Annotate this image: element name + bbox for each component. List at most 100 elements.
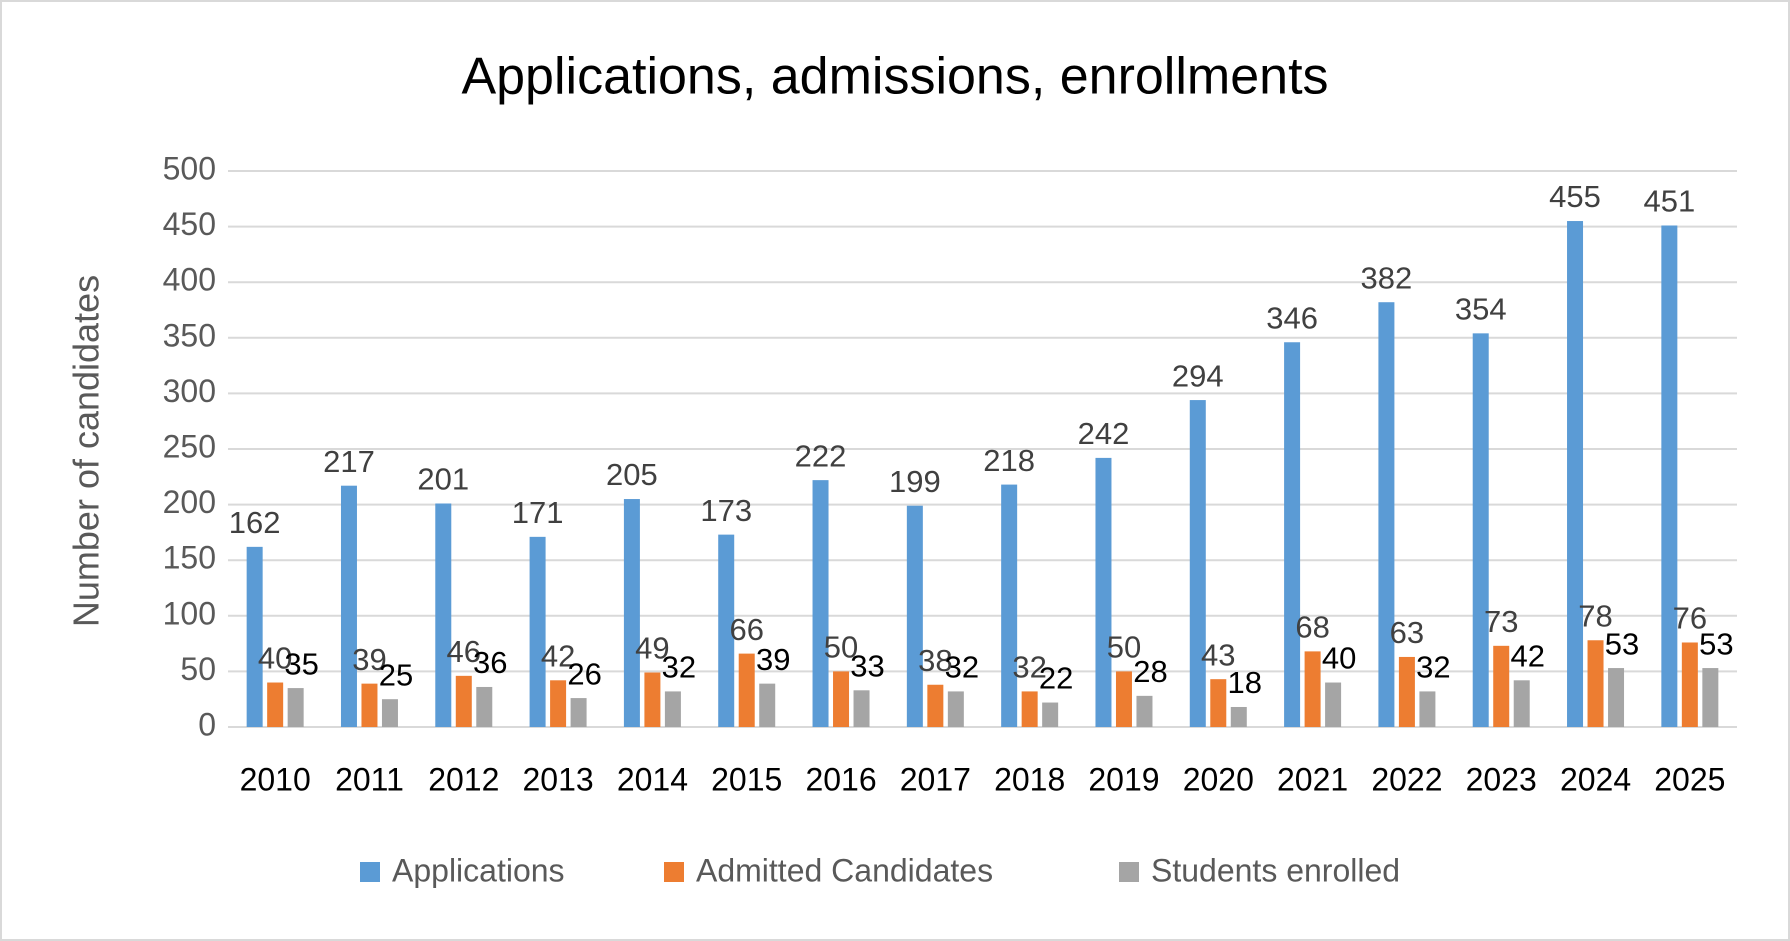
x-tick-label: 2025 xyxy=(1654,761,1725,797)
x-tick-label: 2010 xyxy=(240,761,311,797)
x-tick-label: 2016 xyxy=(805,761,876,797)
data-label: 222 xyxy=(795,438,847,473)
bar xyxy=(455,675,472,727)
bar xyxy=(1398,656,1415,727)
bar xyxy=(1115,671,1132,727)
y-tick-label: 300 xyxy=(163,373,216,409)
data-label: 49 xyxy=(635,631,669,666)
data-label: 43 xyxy=(1201,637,1235,672)
y-axis-title: Number of candidates xyxy=(66,275,107,627)
data-label: 35 xyxy=(284,646,318,681)
x-tick-label: 2019 xyxy=(1088,761,1159,797)
x-tick-label: 2018 xyxy=(994,761,1065,797)
data-label: 32 xyxy=(945,650,979,685)
x-tick-label: 2021 xyxy=(1277,761,1348,797)
data-label: 205 xyxy=(606,457,658,492)
bar xyxy=(1284,342,1301,727)
bar xyxy=(1325,682,1342,727)
bar xyxy=(738,653,755,727)
legend-swatch xyxy=(664,862,684,882)
data-label: 42 xyxy=(541,638,575,673)
data-label: 46 xyxy=(447,634,481,669)
bar xyxy=(1587,640,1604,727)
x-tick-label: 2013 xyxy=(523,761,594,797)
legend-swatch xyxy=(360,862,380,882)
bar xyxy=(1493,645,1510,727)
data-label: 25 xyxy=(379,657,413,692)
bar xyxy=(623,499,640,727)
bar xyxy=(1136,695,1153,727)
legend-swatch xyxy=(1119,862,1139,882)
chart-title: Applications, admissions, enrollments xyxy=(461,48,1328,106)
bar xyxy=(1702,668,1719,727)
bar xyxy=(1472,333,1489,727)
data-label: 354 xyxy=(1455,292,1507,327)
bar xyxy=(1095,457,1112,727)
bar xyxy=(340,485,357,727)
data-label: 28 xyxy=(1133,654,1167,689)
data-label: 39 xyxy=(756,642,790,677)
bar xyxy=(644,672,661,727)
bar xyxy=(664,691,681,727)
data-label: 73 xyxy=(1484,604,1518,639)
x-tick-label: 2024 xyxy=(1560,761,1631,797)
bar xyxy=(246,546,263,727)
data-label: 201 xyxy=(417,462,469,497)
y-tick-label: 0 xyxy=(198,706,216,742)
x-tick-label: 2012 xyxy=(428,761,499,797)
bar xyxy=(927,684,944,727)
bar xyxy=(1021,691,1038,727)
bar xyxy=(1661,225,1678,727)
bar xyxy=(570,698,587,727)
y-tick-label: 350 xyxy=(163,317,216,353)
data-label: 26 xyxy=(567,656,601,691)
bar xyxy=(1419,691,1436,727)
bar xyxy=(1608,668,1625,727)
bar xyxy=(1001,484,1018,727)
y-tick-label: 50 xyxy=(180,651,216,687)
bar xyxy=(381,699,398,727)
data-label: 39 xyxy=(352,642,386,677)
data-label: 455 xyxy=(1549,179,1601,214)
data-label: 382 xyxy=(1361,260,1413,295)
data-label: 53 xyxy=(1605,626,1639,661)
bar xyxy=(1513,680,1530,727)
legend-label: Applications xyxy=(392,852,565,888)
data-label: 78 xyxy=(1578,598,1612,633)
data-label: 36 xyxy=(473,645,507,680)
legend-label: Admitted Candidates xyxy=(696,852,993,888)
data-label: 33 xyxy=(850,648,884,683)
data-label: 218 xyxy=(983,443,1035,478)
x-tick-label: 2015 xyxy=(711,761,782,797)
y-tick-label: 400 xyxy=(163,262,216,298)
bar xyxy=(476,686,493,727)
y-tick-label: 200 xyxy=(163,484,216,520)
bar xyxy=(1230,706,1247,727)
data-label: 199 xyxy=(889,464,941,499)
y-tick-label: 450 xyxy=(163,206,216,242)
data-label: 32 xyxy=(662,650,696,685)
bar xyxy=(1189,400,1206,727)
bar xyxy=(435,503,452,727)
legend-label: Students enrolled xyxy=(1151,852,1400,888)
data-label: 217 xyxy=(323,444,375,479)
bar xyxy=(267,682,284,727)
data-label: 32 xyxy=(1012,650,1046,685)
x-tick-label: 2020 xyxy=(1183,761,1254,797)
data-label: 173 xyxy=(700,493,752,528)
x-tick-label: 2014 xyxy=(617,761,688,797)
bar xyxy=(1681,642,1698,727)
data-label: 40 xyxy=(1322,641,1356,676)
bar xyxy=(1378,302,1395,727)
data-label: 162 xyxy=(229,505,281,540)
x-tick-label: 2023 xyxy=(1466,761,1537,797)
y-tick-label: 100 xyxy=(163,595,216,631)
x-tick-label: 2011 xyxy=(335,761,404,797)
data-label: 32 xyxy=(1416,650,1450,685)
bar xyxy=(759,683,776,727)
data-label: 42 xyxy=(1510,638,1544,673)
bar xyxy=(287,688,304,727)
data-label: 294 xyxy=(1172,358,1224,393)
